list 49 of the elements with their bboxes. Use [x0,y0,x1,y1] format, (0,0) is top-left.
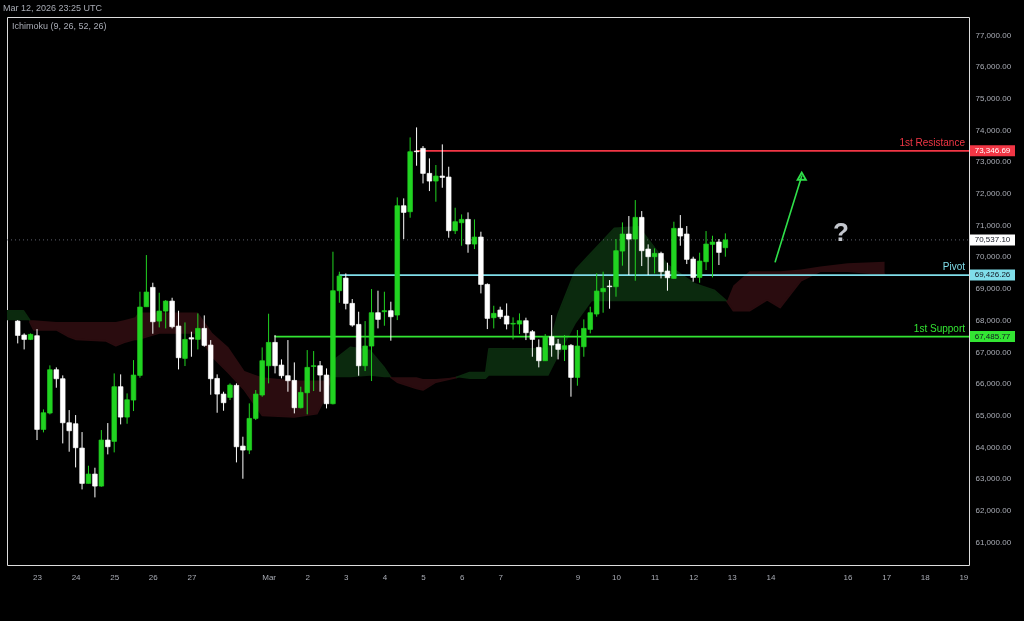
x-tick-label: 2 [305,572,311,582]
y-tick-label: 66,000.00 [975,379,1012,389]
y-tick-label: 64,000.00 [975,442,1012,452]
y-tick-label: 63,000.00 [975,474,1012,484]
series-label: Pivot [942,261,966,273]
y-tick-label: 68,000.00 [975,315,1012,325]
x-tick-label: 17 [882,572,892,582]
y-tick-label: 67,000.00 [975,347,1012,357]
y-tick-label: 73,000.00 [975,157,1012,167]
data-label: 67,485.77 [974,331,1011,341]
x-tick-label: 16 [843,572,854,582]
x-tick-label: 24 [71,572,82,582]
y-tick-label: 70,000.00 [975,252,1012,262]
data-label: 69,426.26 [974,270,1011,280]
annotation: ? [833,217,849,247]
x-tick-label: 27 [187,572,197,582]
x-tick-label: Mar [262,572,277,582]
x-tick-label: 12 [689,572,699,582]
series-label: 1st Support [913,322,966,334]
y-tick-label: 61,000.00 [975,537,1012,547]
x-tick-label: 14 [766,572,776,582]
x-tick-label: 25 [110,572,120,582]
text: Mar 12, 2026 23:25 UTC [3,3,103,13]
y-tick-label: 69,000.00 [975,284,1012,294]
x-tick-label: 18 [920,572,931,582]
y-tick-label: 74,000.00 [975,125,1012,135]
series-label: 1st Resistance [899,136,966,148]
x-tick-label: 19 [959,572,969,582]
y-tick-label: 65,000.00 [975,410,1012,420]
x-tick-label: 5 [421,572,427,582]
data-label: 73,346.69 [974,145,1011,155]
x-tick-label: 10 [612,572,622,582]
x-tick-label: 13 [727,572,738,582]
x-tick-label: 6 [459,572,465,582]
y-tick-label: 76,000.00 [975,62,1012,72]
ref-line-label: 70,537.10 [974,234,1011,244]
x-tick-label: 11 [650,572,660,582]
y-tick-label: 72,000.00 [975,189,1012,199]
annotation: Ichimoku (9, 26, 52, 26) [12,21,107,31]
x-tick-label: 3 [344,572,350,582]
y-tick-label: 77,000.00 [975,30,1012,40]
x-tick-label: 7 [498,572,504,582]
x-tick-label: 23 [33,572,43,582]
y-tick-label: 75,000.00 [975,93,1012,103]
y-tick-label: 71,000.00 [975,220,1012,230]
x-tick-label: 9 [575,572,581,582]
x-tick-label: 4 [382,572,388,582]
y-tick-label: 62,000.00 [975,505,1012,515]
x-tick-label: 26 [148,572,159,582]
